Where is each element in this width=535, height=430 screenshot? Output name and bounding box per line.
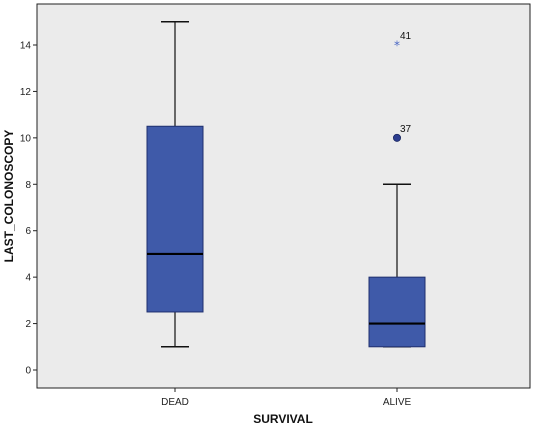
box-dead [146, 21, 204, 348]
outlier-point [392, 133, 401, 142]
iqr-box [368, 276, 426, 348]
iqr-box [146, 125, 204, 313]
y-tick-label: 12 [20, 87, 32, 98]
plot-area [36, 3, 531, 389]
x-tick-label-dead: DEAD [161, 397, 189, 408]
y-tick-label: 4 [25, 273, 31, 284]
x-axis-title: SURVIVAL [253, 412, 313, 426]
y-tick-label: 0 [25, 366, 31, 377]
y-tick-label: 2 [25, 319, 31, 330]
y-axis: 0 2 4 6 8 10 12 14 [20, 41, 37, 377]
x-axis: DEAD ALIVE [161, 388, 412, 408]
y-tick-label: 10 [20, 133, 32, 144]
y-tick-label: 6 [25, 226, 31, 237]
extreme-outlier-star: * [394, 39, 400, 53]
y-tick-label: 14 [20, 41, 32, 52]
y-tick-label: 8 [25, 180, 31, 191]
y-axis-title: LAST_COLONOSCOPY [2, 130, 16, 263]
outlier-label: 37 [400, 124, 412, 135]
box-alive: 37 *41 [368, 31, 426, 348]
outlier-label: 41 [400, 31, 412, 42]
x-tick-label-alive: ALIVE [383, 397, 412, 408]
box-series: 37 *41 [146, 21, 426, 348]
